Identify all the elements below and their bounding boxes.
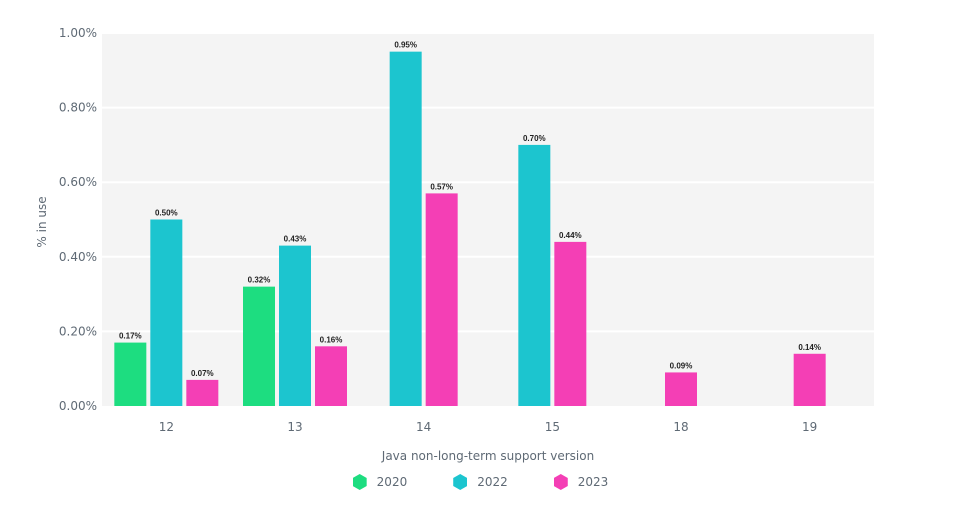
legend-item-2020[interactable]: 2020 — [352, 474, 408, 490]
x-tick-label: 18 — [673, 420, 688, 434]
bar-2022-15 — [518, 144, 551, 406]
y-tick-label: 0.00% — [59, 399, 97, 413]
data-label-2022-12: 0.50% — [155, 209, 178, 218]
bar-2023-18 — [665, 372, 697, 406]
bar-2022-12 — [150, 219, 183, 406]
grid-lines — [102, 32, 874, 333]
bar-2023-19 — [793, 353, 826, 406]
legend-item-2023[interactable]: 2023 — [553, 474, 609, 490]
x-axis-ticks: 12 13 14 15 18 19 — [159, 420, 818, 434]
legend-hexagon-icon — [352, 474, 367, 490]
chart-legend: 2020 2022 2023 — [0, 474, 961, 490]
legend-label: 2020 — [376, 475, 408, 489]
legend-hexagon-icon — [453, 474, 468, 490]
bar-2022-13 — [279, 245, 311, 406]
x-tick-label: 19 — [802, 420, 817, 434]
data-label-2020-12: 0.17% — [119, 332, 142, 341]
y-tick-label: 1.00% — [59, 26, 97, 40]
data-label-2022-14: 0.95% — [394, 41, 417, 50]
plot-background — [102, 33, 874, 406]
legend-item-2022[interactable]: 2022 — [453, 474, 508, 490]
x-tick-label: 14 — [416, 420, 431, 434]
legend-label: 2022 — [477, 475, 508, 489]
x-tick-label: 15 — [545, 420, 560, 434]
bar-2023-15 — [554, 241, 587, 406]
y-tick-label: 0.20% — [59, 324, 97, 338]
x-tick-label: 12 — [159, 420, 174, 434]
data-label-2023-12: 0.07% — [191, 369, 214, 378]
bar-2023-13 — [315, 346, 347, 406]
bar-2020-12 — [114, 342, 147, 406]
x-axis-title: Java non-long-term support version — [381, 449, 594, 463]
data-label-2022-13: 0.43% — [284, 235, 307, 244]
data-label-2023-19: 0.14% — [798, 343, 821, 352]
data-label-2020-13: 0.32% — [248, 276, 271, 285]
bar-2023-14 — [425, 193, 458, 406]
data-label-2022-15: 0.70% — [523, 134, 546, 143]
x-tick-label: 13 — [287, 420, 302, 434]
data-label-2023-13: 0.16% — [320, 335, 343, 344]
bar-2023-12 — [186, 379, 219, 406]
bar-2020-13 — [243, 286, 275, 406]
y-tick-label: 0.80% — [59, 101, 97, 115]
y-tick-label: 0.60% — [59, 175, 97, 189]
data-label-2023-14: 0.57% — [430, 182, 453, 191]
data-label-2023-15: 0.44% — [559, 231, 582, 240]
data-labels: 0.17% 0.50% 0.07% 0.32% 0.43% 0.16% 0.95% 0.57%… — [119, 41, 821, 378]
bars — [114, 51, 826, 407]
legend-label: 2023 — [577, 475, 609, 489]
y-tick-label: 0.40% — [59, 250, 97, 264]
bar-2022-14 — [389, 51, 422, 407]
data-label-2023-18: 0.09% — [670, 361, 693, 370]
y-axis-title: % in use — [35, 196, 49, 247]
legend-hexagon-icon — [553, 474, 568, 490]
y-axis-ticks: 0.00% 0.20% 0.40% 0.60% 0.80% 1.00% — [59, 26, 97, 413]
